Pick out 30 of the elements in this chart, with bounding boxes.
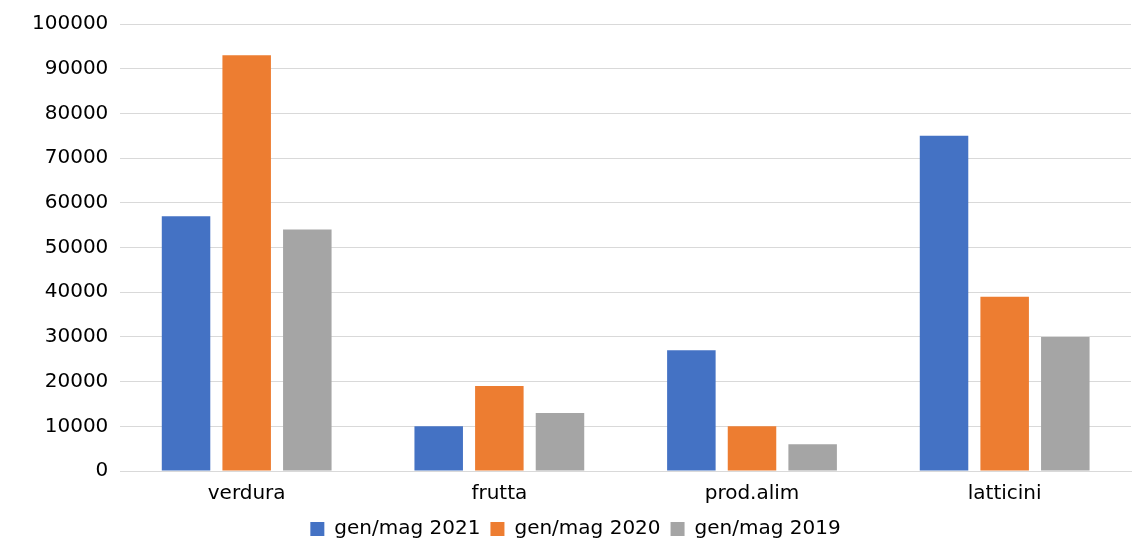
- bar: [980, 296, 1029, 471]
- x-tick-label: verdura: [207, 480, 286, 505]
- x-tick-label: prod.alim: [704, 480, 800, 505]
- y-tick-label: 80000: [44, 99, 109, 124]
- y-tick-label: 10000: [44, 412, 109, 437]
- bar: [222, 55, 271, 471]
- legend-label: gen/mag 2021: [334, 515, 481, 540]
- y-tick-label: 60000: [44, 189, 109, 213]
- legend-label: gen/mag 2019: [694, 515, 841, 540]
- y-tick-label: 20000: [44, 367, 109, 392]
- bar: [788, 444, 837, 471]
- y-tick-label: 40000: [44, 278, 109, 303]
- y-tick-label: 50000: [44, 233, 109, 258]
- bar: [727, 426, 777, 471]
- bar: [1041, 336, 1090, 471]
- y-tick-label: 100000: [31, 10, 109, 35]
- bar: [161, 216, 211, 471]
- y-tick-label: 70000: [44, 144, 109, 169]
- y-tick-label: 90000: [44, 54, 109, 79]
- bar: [919, 135, 969, 471]
- bar: [667, 350, 716, 471]
- y-tick-label: 0: [95, 457, 109, 482]
- bar: [414, 426, 463, 471]
- bar: [535, 412, 585, 471]
- x-tick-label: latticini: [967, 480, 1042, 505]
- bar: [475, 386, 524, 471]
- x-tick-label: frutta: [471, 480, 528, 505]
- legend-label: gen/mag 2020: [514, 515, 661, 540]
- y-tick-label: 30000: [44, 323, 109, 348]
- bar: [283, 229, 332, 471]
